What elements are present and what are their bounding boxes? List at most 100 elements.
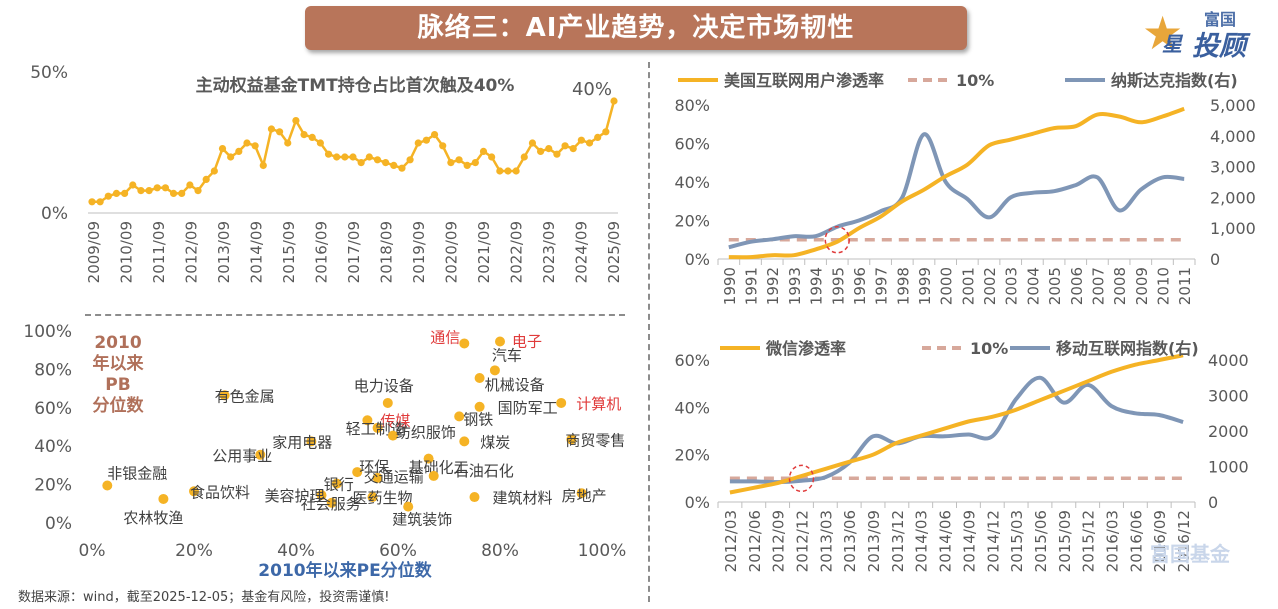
xtick-label: 2012/06 <box>746 510 764 572</box>
scatter-point-label: 机械设备 <box>485 376 545 394</box>
scatter-point-label: 基础化工 <box>409 459 469 477</box>
tmt-data-point <box>430 131 439 139</box>
left-ytick-label: 0% <box>685 250 710 269</box>
tmt-data-point <box>186 181 194 189</box>
tmt-data-point <box>333 153 341 161</box>
tmt-data-point <box>553 150 561 158</box>
scatter-point-label: 有色金属 <box>215 387 275 405</box>
scatter-point <box>495 336 505 347</box>
vertical-divider <box>648 62 650 602</box>
scatter-point <box>423 453 434 464</box>
scatter-point-label: 钢铁 <box>463 410 493 428</box>
left-ytick-label: 60% <box>674 351 710 370</box>
tmt-data-point <box>349 153 357 161</box>
xtick-label: 2014/03 <box>913 510 931 572</box>
tmt-data-point <box>390 161 398 169</box>
tmt-chart-title: 主动权益基金TMT持仓占比首次触及40% <box>196 75 515 96</box>
scatter-point <box>454 411 465 422</box>
scatter-ytick-label: 20% <box>34 476 72 496</box>
tmt-xtick-label: 2022/09 <box>508 221 526 283</box>
xtick-label: 1994 <box>808 267 826 305</box>
scatter-point-label: 交通运输 <box>364 468 424 486</box>
tmt-xtick-label: 2011/09 <box>150 221 168 283</box>
scatter-point-label: 电子 <box>512 333 542 351</box>
xtick-label: 2012/12 <box>793 510 811 572</box>
tmt-data-point <box>137 187 145 195</box>
xtick-label: 2014/12 <box>984 510 1002 572</box>
tmt-data-point <box>422 136 431 144</box>
legend-label: 10% <box>970 339 1008 358</box>
xtick-label: 1995 <box>829 267 847 305</box>
tmt-xtick-label: 2016/09 <box>313 221 331 283</box>
scatter-point-label: 环保 <box>359 458 389 476</box>
logo-main-text: 投顾 <box>1192 31 1246 62</box>
tmt-data-point <box>357 159 365 167</box>
xtick-label: 2009 <box>1133 267 1151 305</box>
scatter-point-label: 房地产 <box>562 487 607 505</box>
tmt-xtick-label: 2025/09 <box>605 221 623 283</box>
scatter-point <box>219 390 230 401</box>
tmt-data-point <box>382 159 390 167</box>
scatter-xtick-label: 20% <box>175 541 213 561</box>
xtick-label: 1993 <box>786 267 804 305</box>
scatter-point <box>316 490 327 501</box>
left-ytick-label: 80% <box>674 96 710 115</box>
horizontal-divider <box>85 314 625 316</box>
xtick-label: 2010 <box>1154 267 1172 305</box>
xtick-label: 2015/03 <box>1008 510 1026 572</box>
tmt-xtick-label: 2020/09 <box>443 221 461 283</box>
scatter-point <box>459 338 470 349</box>
tmt-data-point <box>496 167 504 175</box>
scatter-point <box>566 434 577 445</box>
scatter-point-label: 建筑装饰 <box>392 511 452 529</box>
tmt-data-point <box>479 147 488 155</box>
tmt-end-label: 40% <box>572 79 612 100</box>
tmt-data-point <box>121 189 129 197</box>
scatter-point <box>367 492 378 503</box>
tmt-data-point <box>488 153 496 161</box>
page-title: 脉络三：AI产业趋势，决定市场韧性 <box>417 13 855 43</box>
right-ytick-label: 3,000 <box>1210 158 1256 177</box>
xtick-label: 1997 <box>873 267 891 305</box>
scatter-point <box>556 397 567 408</box>
xtick-label: 2016/06 <box>1127 510 1145 572</box>
tmt-data-point <box>267 125 276 133</box>
legend-label: 美国互联网用户渗透率 <box>724 71 884 90</box>
tmt-xtick-label: 2024/09 <box>573 221 591 283</box>
tmt-series-line <box>92 100 616 204</box>
scatter-point <box>387 430 398 441</box>
scatter-point <box>428 470 439 481</box>
tmt-data-point <box>439 142 447 150</box>
tmt-data-point <box>316 139 324 147</box>
tmt-data-point <box>251 142 259 150</box>
scatter-point <box>382 397 393 408</box>
tmt-data-point <box>161 184 170 192</box>
tmt-data-point <box>243 139 251 147</box>
scatter-point <box>102 480 113 491</box>
scatter-point <box>576 488 587 499</box>
crossover-highlight-circle <box>824 226 850 254</box>
scatter-xtick-label: 40% <box>277 541 315 561</box>
xtick-label: 1990 <box>721 267 739 305</box>
xtick-label: 2013/12 <box>889 510 907 572</box>
scatter-point <box>459 436 470 447</box>
tmt-holding-chart: 主动权益基金TMT持仓占比首次触及40% 50% 0% 40% 2009/09 2010/… <box>30 63 623 283</box>
tmt-data-point <box>520 153 528 161</box>
scatter-point-label: 美容护理 <box>264 487 324 505</box>
penetration-series-line <box>729 353 1184 495</box>
legend-label: 微信渗透率 <box>765 339 846 358</box>
right-ytick-label: 0 <box>1210 250 1220 269</box>
xtick-label: 2016/03 <box>1104 510 1122 572</box>
tmt-data-point <box>129 181 137 189</box>
scatter-point <box>474 401 485 412</box>
tmt-ytick-label: 0% <box>41 204 68 224</box>
tmt-data-point <box>602 128 610 136</box>
right-ytick-label: 4000 <box>1208 351 1249 370</box>
scatter-y-axis-title-line: 2010 <box>94 333 141 353</box>
scatter-point-label: 社会服务 <box>301 495 361 513</box>
xtick-label: 1991 <box>743 267 761 305</box>
left-ytick-label: 20% <box>674 446 710 465</box>
xtick-label: 1998 <box>894 267 912 305</box>
xtick-label: 2003 <box>1003 267 1021 305</box>
industry-valuation-scatter: 100% 80% 60% 40% 20% 0% 0% 20% 40% 60% 80% 100% 2010… <box>23 322 626 581</box>
